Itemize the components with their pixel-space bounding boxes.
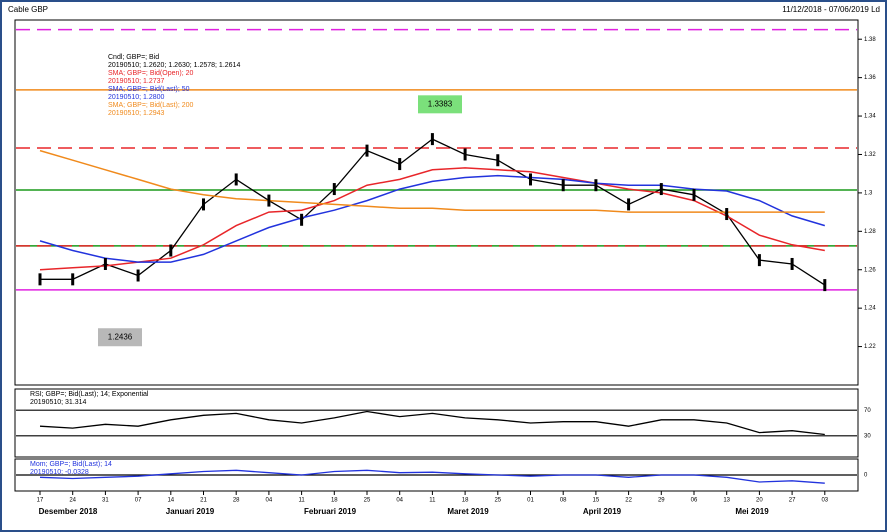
x-tick-label: 15	[593, 498, 600, 504]
x-tick-label: 13	[723, 498, 730, 504]
legend-value: 20190510; 31.314	[30, 399, 87, 406]
candle	[496, 154, 500, 167]
y-tick-label: 1.24	[864, 306, 876, 312]
legend-name: RSI; GBP=; Bid(Last); 14; Exponential	[30, 391, 149, 398]
candle	[725, 208, 729, 221]
candle	[823, 279, 827, 292]
x-tick-label: 07	[135, 498, 142, 504]
month-label: Maret 2019	[447, 507, 489, 516]
month-label: Januari 2019	[166, 507, 215, 516]
x-tick-label: 31	[102, 498, 109, 504]
candle	[38, 273, 42, 286]
x-tick-label: 18	[462, 498, 469, 504]
series-line	[39, 410, 825, 436]
y-tick-label: 1.34	[864, 114, 876, 120]
legend-value: 20190510; 1.2620; 1.2630; 1.2578; 1.2614	[108, 62, 240, 69]
legend-value: 20190510; 1.2800	[108, 94, 165, 101]
annotation-label: 1.3383	[428, 99, 453, 108]
candle	[398, 158, 402, 171]
x-tick-label: 04	[396, 498, 403, 504]
x-tick-label: 29	[658, 498, 665, 504]
x-tick-label: 08	[560, 498, 567, 504]
chart-title: Cable GBP	[8, 5, 48, 14]
candle	[169, 244, 173, 257]
month-label: April 2019	[583, 507, 622, 516]
candle	[627, 198, 631, 211]
x-tick-label: 04	[266, 498, 273, 504]
x-tick-label: 03	[821, 498, 828, 504]
x-tick-label: 14	[167, 498, 174, 504]
candle	[659, 183, 663, 196]
x-tick-label: 20	[756, 498, 763, 504]
series-line	[39, 469, 825, 484]
mom-panel	[14, 458, 859, 492]
candle	[790, 257, 794, 270]
y-tick-label: 1.22	[864, 344, 876, 350]
annotation-box	[418, 95, 462, 114]
x-tick-label: 18	[331, 498, 338, 504]
y-tick-label: 1.3	[864, 190, 873, 196]
month-label: Mei 2019	[735, 507, 769, 516]
x-tick-label: 25	[364, 498, 371, 504]
legend-name: SMA; GBP=; Bid(Last); 200	[108, 102, 194, 109]
x-tick-label: 28	[233, 498, 240, 504]
x-tick-label: 11	[298, 498, 305, 504]
x-tick-label: 21	[200, 498, 207, 504]
legend-name: SMA; GBP=; Bid(Last); 50	[108, 86, 190, 93]
legend-value: 20190510; -0.0328	[30, 469, 89, 476]
x-tick-label: 24	[69, 498, 76, 504]
x-tick-label: 01	[527, 498, 534, 504]
rsi-panel	[14, 388, 859, 458]
legend-name: Mom; GBP=; Bid(Last); 14	[30, 461, 112, 468]
candle	[234, 173, 238, 186]
legend-name: SMA; GBP=; Bid(Open); 20	[108, 70, 194, 77]
candle	[202, 198, 205, 211]
candle	[332, 183, 336, 196]
date-range: 11/12/2018 - 07/06/2019 Ld	[782, 5, 880, 14]
candle	[561, 179, 565, 192]
candle	[71, 273, 75, 286]
y-tick-label: 1.28	[864, 229, 876, 235]
month-label: Februari 2019	[304, 507, 357, 516]
x-tick-label: 17	[37, 498, 44, 504]
x-tick-label: 27	[789, 498, 796, 504]
candle	[267, 194, 271, 207]
x-tick-label: 06	[691, 498, 698, 504]
legend-value: 20190510; 1.2737	[108, 78, 165, 85]
y-tick-label: 0	[864, 473, 868, 479]
series-line	[39, 149, 825, 213]
month-label: Desember 2018	[39, 507, 98, 516]
candle	[136, 269, 140, 282]
x-tick-label: 11	[429, 498, 436, 504]
legend-name: Cndl; GBP=; Bid	[108, 54, 159, 61]
x-tick-label: 25	[494, 498, 501, 504]
y-tick-label: 1.38	[864, 37, 876, 43]
x-tick-label: 22	[625, 498, 632, 504]
legend-value: 20190510; 1.2943	[108, 110, 165, 117]
candle	[463, 148, 467, 161]
candle	[594, 179, 598, 192]
candle	[529, 173, 532, 186]
candle	[365, 144, 369, 157]
candle	[430, 133, 434, 146]
candle	[757, 254, 761, 267]
main-panel	[14, 19, 859, 386]
y-tick-label: 1.26	[864, 267, 876, 273]
annotation-label: 1.2436	[108, 332, 133, 341]
y-tick-label: 30	[864, 433, 871, 439]
y-tick-label: 1.32	[864, 152, 876, 158]
candle	[300, 213, 304, 226]
y-tick-label: 1.36	[864, 75, 876, 81]
candle	[692, 188, 696, 201]
annotation-box	[98, 328, 142, 347]
y-tick-label: 70	[864, 408, 871, 414]
candle	[103, 257, 107, 270]
